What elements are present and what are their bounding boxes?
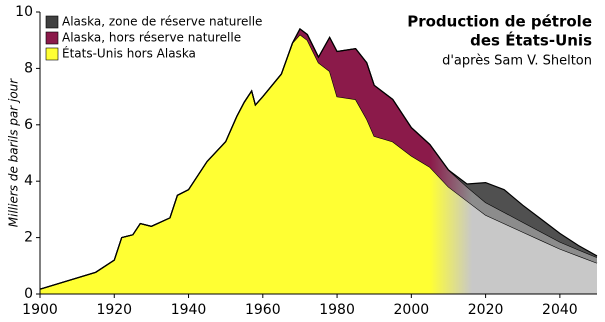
y-tick-label: 8 [24, 60, 33, 76]
legend-label: États-Unis hors Alaska [62, 46, 196, 61]
legend-label: Alaska, zone de réserve naturelle [62, 15, 262, 29]
x-tick-label: 1900 [22, 302, 58, 318]
chart-title: des États-Unis [470, 31, 592, 50]
x-tick-label: 2020 [468, 302, 504, 318]
y-axis-label: Milliers de barils par jour [7, 78, 21, 228]
y-tick-label: 2 [24, 230, 33, 246]
y-tick-label: 0 [24, 286, 33, 302]
legend-swatch [45, 47, 59, 61]
chart-title: Production de pétrole [407, 13, 592, 31]
x-tick-label: 2040 [542, 302, 578, 318]
chart-subtitle: d'après Sam V. Shelton [442, 54, 592, 69]
y-tick-label: 6 [24, 117, 33, 133]
x-tick-label: 1940 [171, 302, 207, 318]
legend-swatch [45, 31, 59, 45]
legend-swatch [45, 15, 59, 29]
y-tick-label: 10 [15, 4, 33, 20]
y-tick-label: 4 [24, 173, 33, 189]
area-line [39, 28, 598, 290]
area [40, 34, 597, 295]
x-tick-label: 1980 [319, 302, 355, 318]
legend-label: Alaska, hors réserve naturelle [62, 31, 241, 45]
x-tick-label: 2000 [394, 302, 430, 318]
x-tick-label: 1960 [245, 302, 281, 318]
x-tick-label: 1920 [96, 302, 132, 318]
